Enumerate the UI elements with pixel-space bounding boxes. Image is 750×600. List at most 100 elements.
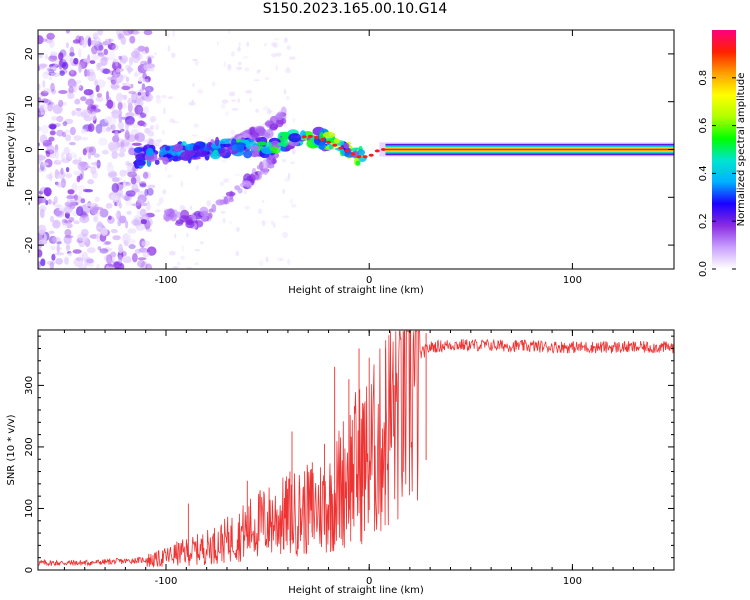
ridge-blob [256,141,267,146]
noise-blob [92,32,99,38]
noise-blob [125,169,132,174]
noise-blob [266,108,272,115]
noise-blob [96,159,101,169]
noise-blob [284,37,288,43]
noise-blob [62,54,72,64]
noise-blob [38,104,44,112]
noise-blob [216,41,219,45]
lower-branch-blob [267,163,275,169]
noise-blob [73,57,79,65]
noise-blob [140,263,147,269]
noise-blob [47,103,53,112]
noise-blob [286,66,290,71]
noise-blob [56,115,64,123]
lower-branch-blob [197,220,204,228]
noise-blob [38,109,41,118]
noise-blob [89,97,94,105]
noise-blob [235,250,239,257]
noise-blob [220,160,227,163]
noise-blob [130,177,137,185]
noise-blob [227,30,231,34]
noise-blob [93,215,99,223]
noise-blob [38,126,41,132]
noise-blob [140,112,147,118]
noise-blob [271,42,277,47]
noise-blob [79,161,87,167]
noise-blob [82,148,87,156]
noise-blob [69,52,75,57]
noise-blob [65,245,71,250]
noise-blob [46,66,56,73]
noise-blob [139,183,147,188]
noise-blob [145,87,152,96]
noise-blob [192,83,195,87]
ridge-blob [220,138,231,142]
noise-blob [255,108,259,113]
noise-blob [257,69,262,72]
noise-blob [87,123,95,132]
noise-blob [103,48,109,56]
noise-blob [80,228,89,237]
noise-blob [110,194,119,202]
figure-title: S150.2023.165.00.10.G14 [262,1,448,17]
noise-blob [137,45,146,52]
noise-blob [236,66,243,71]
noise-blob [120,128,125,132]
noise-blob [206,200,212,207]
noise-blob [142,251,150,258]
lower-branch-blob [211,203,217,213]
y-tick-label: 10 [24,95,35,108]
ridge-blob [162,156,169,165]
noise-blob [62,131,67,138]
noise-blob [284,177,290,183]
noise-blob [125,119,135,126]
ridge-blob [133,160,146,166]
snr-line [38,330,674,568]
ridge-blob [192,144,201,152]
noise-blob [118,152,125,158]
noise-blob [127,134,137,142]
noise-blob [56,173,63,180]
noise-blob [51,88,56,95]
noise-blob [223,178,230,183]
noise-blob [105,202,113,209]
noise-blob [79,215,90,224]
noise-blob [135,223,146,231]
noise-blob [67,78,77,88]
noise-blob [131,219,140,226]
noise-blob [93,153,100,158]
colorbar-tick-label: 0.2 [698,213,709,229]
noise-blob [140,202,148,207]
noise-blob [164,166,168,171]
noise-blob [69,126,76,136]
noise-blob [192,58,198,62]
noise-blob [131,99,137,104]
noise-blob [69,46,75,56]
noise-blob [76,206,84,217]
noise-blob [130,50,140,59]
noise-blob [38,65,41,71]
noise-blob [140,219,147,225]
ridge-peak-dot [338,146,344,150]
noise-blob [118,254,123,264]
noise-blob [145,228,153,232]
noise-blob [196,164,199,171]
noise-blob [229,91,236,97]
noise-blob [95,84,100,93]
noise-blob [191,99,195,103]
noise-blob [78,85,84,91]
noise-blob [79,173,83,181]
noise-blob [111,183,120,193]
lower-branch-blob [256,165,262,170]
noise-blob [124,130,130,140]
ridge-blob [343,142,350,149]
noise-blob [66,223,73,229]
noise-blob [292,118,296,123]
noise-blob [38,154,43,165]
noise-blob [236,226,240,232]
noise-blob [68,152,77,158]
noise-blob [74,195,83,204]
noise-blob [132,253,138,263]
noise-blob [127,171,137,178]
